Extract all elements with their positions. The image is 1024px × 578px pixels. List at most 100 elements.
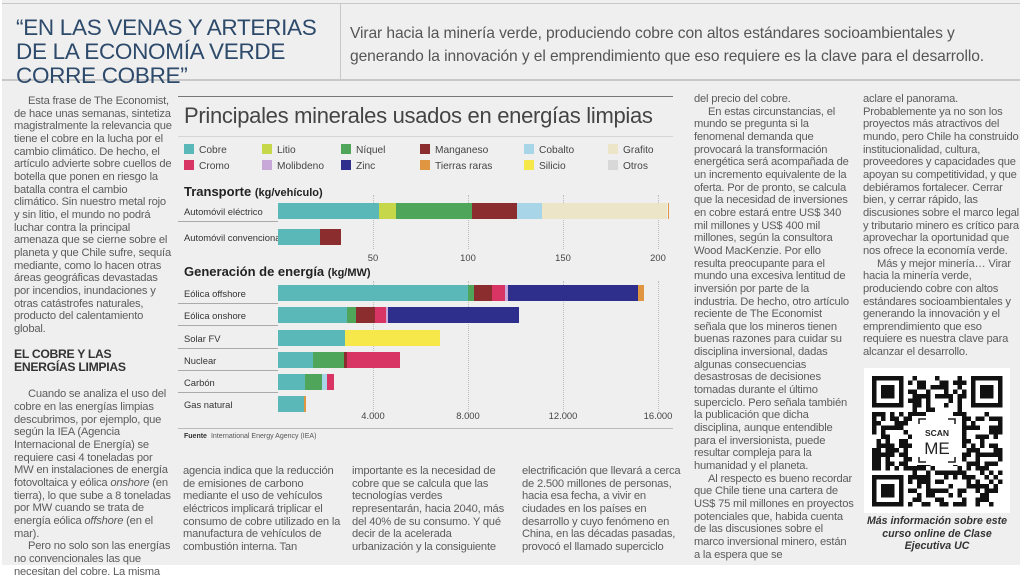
row-label: Eólica offshore [184,288,246,299]
bar-segment-cromo [374,307,387,323]
bar-segment-cobre [278,352,313,368]
x-tick-label: 50 [367,252,379,263]
gridline [658,195,659,249]
row-divider [178,303,278,304]
section-unit: (kg/vehículo) [254,187,323,199]
energy-section-title: Generación de energía (kg/MW) [184,264,371,279]
transport-section-title: Transporte (kg/vehículo) [184,184,323,199]
source-text: International Energy Agency (IEA) [210,433,317,440]
legend-swatch [262,160,272,170]
bar-segment-manganeso [471,203,518,219]
paragraph: En estas circunstancias, el mundo se pre… [694,105,849,473]
row-divider [178,370,278,371]
gridline [373,281,374,413]
row-divider [178,325,278,326]
gridline [373,195,374,249]
paragraph: Pero no solo son las energías no convenc… [14,540,171,578]
qr-code-box[interactable]: SCAN ME [864,368,1010,513]
legend-swatch [184,160,194,170]
bar-segment-manganeso [473,285,493,301]
legend-swatch [608,160,618,170]
bar-segment-cromo [347,352,400,368]
legend-swatch [262,144,272,154]
x-tick-label: 4.000 [361,410,385,421]
me-label: ME [924,439,950,458]
x-tick-label: 200 [650,252,666,263]
paragraph: Cuando se analiza el uso del cobre en la… [14,388,172,540]
legend-item-zinc: Zinc [341,160,375,172]
minerals-chart: Principales minerales usados en energías… [178,95,673,445]
legend-label: Molibdeno [277,161,325,172]
legend-item-litio: Litio [262,144,296,156]
bar-segment-cobre [278,307,347,323]
italic-term: offshore [84,515,124,528]
gridline [563,281,564,413]
bar-segment-tierras-raras [667,203,669,219]
legend-swatch [420,160,430,170]
source-rule [178,428,673,429]
legend-swatch [608,144,618,154]
legend-label: Litio [277,145,296,156]
legend-item-niquel: Níquel [341,144,385,156]
bar-segment-cromo [492,285,505,301]
legend-swatch [420,144,430,154]
chart-top-rule [178,96,673,97]
bar-segment-cobre [278,229,320,245]
paragraph: aclare el panorama. Probablemente ya no … [863,93,1019,257]
legend-swatch [524,144,534,154]
text-span: (en tierra), lo que sube a 8 toneladas p… [14,477,171,528]
legend-label: Manganeso [435,145,489,156]
bar-segment-manganeso [356,307,375,323]
source-label: Fuente [184,433,207,440]
scan-label: SCAN [925,428,949,438]
x-tick-label: 16.000 [643,410,673,421]
bar-segment-cobre [278,374,306,390]
legend-item-cobre: Cobre [184,144,227,156]
row-divider [178,348,278,349]
paragraph: del precio del cobre. [694,93,791,105]
header-subtitle: Virar hacia la minería verde, produciend… [350,25,985,65]
bar-segment-niquel [346,307,357,323]
bar-segment-niquel [312,352,344,368]
row-divider [178,221,278,222]
section-name: Transporte [184,184,252,199]
x-tick-label: 8.000 [456,410,480,421]
row-label: Nuclear [184,355,217,366]
bar-segment-niquel [395,203,472,219]
legend-item-cromo: Cromo [184,160,230,172]
x-tick-label: 12.000 [548,410,578,421]
qr-code-icon[interactable]: SCAN ME [864,368,1010,513]
legend-item-silicio: Silicio [524,160,566,172]
legend-item-manganeso: Manganeso [420,144,488,156]
legend-label: Cobre [199,145,227,156]
legend-item-grafito: Grafito [608,144,654,156]
gridline [658,281,659,413]
x-tick-label: 150 [555,252,571,263]
row-label: Eólica onshore [184,310,247,321]
paragraph: agencia indica que la reducción de emisi… [183,465,341,553]
bar-segment-niquel [468,285,474,301]
bar-segment-tierras-raras [638,285,644,301]
qr-caption: Más información sobre este curso online … [866,515,1008,552]
bar-segment-cromo [326,374,335,390]
header-divider [340,4,341,79]
legend-item-cobalto: Cobalto [524,144,574,156]
headline-quote: “EN LAS VENAS Y ARTERIAS DE LA ECONOMÍA … [16,15,317,88]
italic-term: onshore [110,477,150,490]
text-column-1: Esta frase de The Economist, de hace una… [14,95,172,578]
legend-item-otros: Otros [608,160,648,172]
text-column-4: electrificación que llevará a cerca de 2… [522,465,684,554]
legend-label: Silicio [539,161,566,172]
chart-source: Fuente International Energy Agency (IEA) [184,433,316,440]
article-header: “EN LAS VENAS Y ARTERIAS DE LA ECONOMÍA … [2,3,1020,88]
text-column-6: aclare el panorama. Probablemente ya no … [863,93,1021,359]
text-column-2: agencia indica que la reducción de emisi… [183,465,343,554]
paragraph: electrificación que llevará a cerca de 2… [522,465,681,553]
section-name: Generación de energía [184,264,325,279]
text-column-5: del precio del cobre. En estas circunsta… [694,93,854,561]
bar-segment-cobre [278,203,379,219]
gridline [563,195,564,249]
row-label: Gas natural [184,399,233,410]
legend-swatch [341,144,351,154]
